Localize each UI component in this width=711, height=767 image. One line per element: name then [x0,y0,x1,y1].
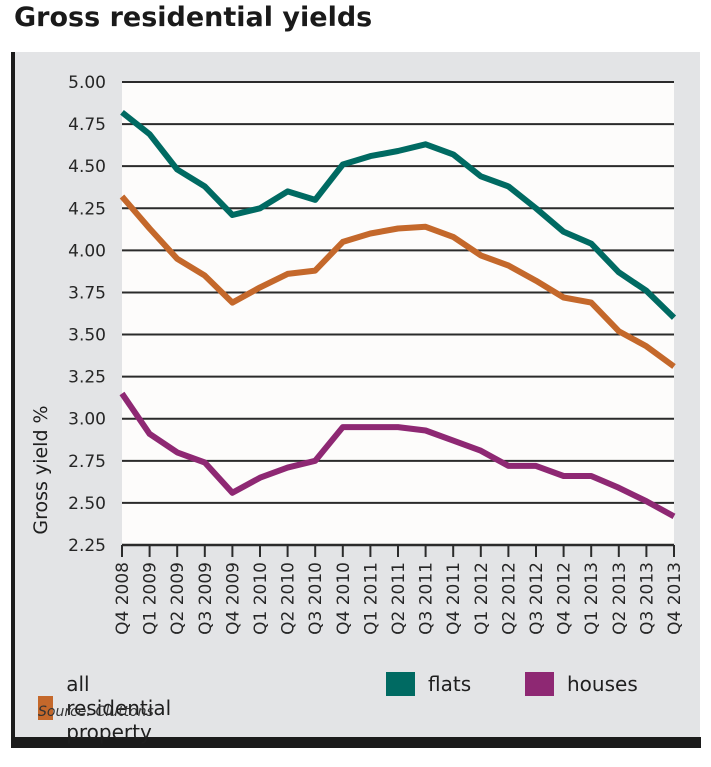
y-tick-label: 4.25 [68,199,106,219]
plot-area [122,82,674,545]
legend-item-houses: houses [525,672,638,696]
x-tick-label: Q2 2011 [389,562,409,635]
gridlines [122,81,674,504]
x-tick-label: Q4 2009 [223,562,243,635]
source-note: Source: Cluttons [38,704,154,720]
x-tick-label: Q3 2013 [637,562,657,635]
legend-swatch-flats [386,672,415,696]
legend-swatch-houses [525,672,554,696]
series-line-houses [119,391,676,520]
x-tick-label: Q3 2012 [527,562,547,635]
y-tick-label: 2.25 [68,536,106,556]
legend-item-flats: flats [386,672,471,696]
y-tick-label: 3.75 [68,283,106,303]
x-tick-label: Q4 2012 [555,562,575,635]
x-tick-label: Q3 2010 [306,562,326,635]
x-tick-label: Q1 2012 [472,562,492,635]
y-axis-ticks: 2.25 2.50 2.75 3.00 3.25 3.50 3.75 4.00 4.25 4.50… [68,73,106,556]
x-axis: Q4 2008 Q1 2009 Q2 2009 Q3 2009 Q4 2009 Q1 20… [113,543,685,635]
legend-label-houses: houses [567,672,638,696]
y-tick-label: 4.50 [68,157,106,177]
y-tick-label: 2.75 [68,452,106,472]
x-tick-label: Q4 2013 [665,562,685,635]
series-line-flats [120,109,677,320]
x-tick-label: Q3 2011 [417,562,437,635]
x-tick-label: Q2 2013 [610,562,630,635]
frame-left-bar [11,52,15,748]
y-tick-label: 2.50 [68,494,106,514]
x-tick-label: Q1 2013 [582,562,602,635]
y-tick-label: 3.25 [68,368,106,388]
y-axis-title: Gross yield % [30,405,52,534]
x-tick-label: Q1 2011 [361,562,381,635]
legend-item-all-residential: all residential property [38,672,185,744]
legend-label-all-residential: all residential property [66,672,172,744]
legend-label-flats: flats [428,672,472,696]
x-tick-label: Q4 2010 [334,562,354,635]
series-line-all-residential-property [119,194,676,369]
y-tick-label: 4.00 [68,241,106,261]
legend-swatch-all-residential [38,696,54,720]
x-tick-label: Q1 2009 [141,562,161,635]
y-tick-label: 5.00 [68,73,106,93]
x-tick-label: Q2 2010 [279,562,299,635]
series-lines [119,109,677,520]
y-tick-label: 3.50 [68,326,106,346]
frame-bottom-bar [11,737,701,748]
y-tick-label: 3.00 [68,410,106,430]
chart-title: Gross residential yields [14,2,373,33]
x-tick-label: Q3 2009 [196,562,216,635]
x-tick-label: Q2 2009 [168,562,188,635]
x-tick-label: Q2 2012 [499,562,519,635]
x-tick-label: Q4 2008 [113,562,133,635]
x-tick-label: Q1 2010 [251,562,271,635]
y-tick-label: 4.75 [68,115,106,135]
x-tick-label: Q4 2011 [444,562,464,635]
